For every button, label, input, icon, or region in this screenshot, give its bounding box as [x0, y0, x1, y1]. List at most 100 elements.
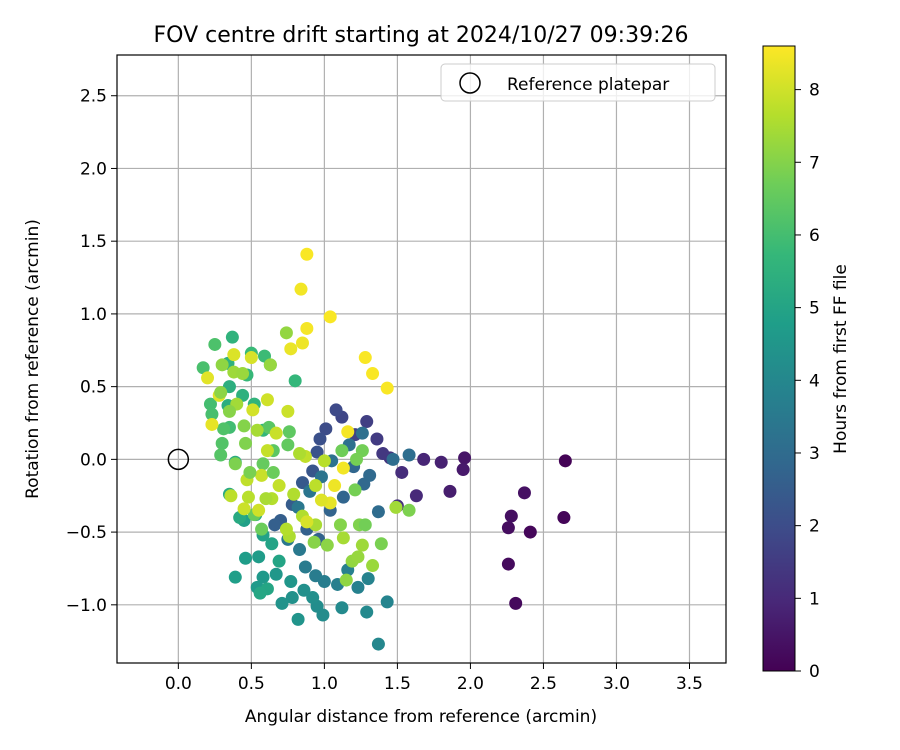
data-point [291, 612, 305, 626]
data-point [217, 422, 231, 436]
data-point [335, 444, 349, 458]
colorbar-tick-label: 8 [809, 81, 820, 101]
data-point [350, 452, 364, 466]
data-point [272, 479, 286, 493]
data-point [214, 385, 228, 399]
colorbar-ticks: 0 1 2 3 4 5 6 7 8 [795, 81, 820, 682]
data-point [358, 518, 372, 532]
colorbar-tick-label: 6 [809, 226, 820, 246]
data-point [434, 455, 448, 469]
data-point [557, 511, 571, 525]
data-point [501, 521, 515, 535]
data-point [253, 586, 267, 600]
data-point [366, 367, 380, 381]
data-point [523, 525, 537, 539]
data-point [360, 415, 374, 429]
data-point [252, 503, 266, 517]
data-point [281, 438, 295, 452]
data-point [456, 463, 470, 477]
data-point [300, 247, 314, 261]
x-tick-label: 0.5 [238, 674, 265, 694]
data-point [236, 367, 250, 381]
data-point [297, 583, 311, 597]
data-point [329, 403, 343, 417]
data-point [201, 371, 215, 385]
data-point [336, 461, 350, 475]
data-point [275, 596, 289, 610]
data-points [196, 247, 572, 651]
data-point [504, 509, 518, 523]
data-point [255, 468, 269, 482]
data-point [227, 348, 241, 362]
data-point [402, 503, 416, 517]
y-axis-ticks: −1.0 −0.5 0.0 0.5 1.0 1.5 2.0 2.5 [66, 87, 117, 616]
data-point [293, 543, 307, 557]
data-point [371, 637, 385, 651]
data-point [295, 476, 309, 490]
x-tick-label: 2.5 [530, 674, 557, 694]
data-point [282, 425, 296, 439]
data-point [252, 550, 266, 564]
colorbar-tick-label: 0 [809, 662, 820, 682]
data-point [260, 393, 274, 407]
data-point [380, 381, 394, 395]
colorbar-tick-label: 7 [809, 153, 820, 173]
colorbar-tick-label: 4 [809, 371, 820, 391]
data-point [293, 447, 307, 461]
data-point [259, 492, 273, 506]
data-point [241, 490, 255, 504]
data-point [335, 601, 349, 615]
data-point [298, 560, 312, 574]
data-point [205, 407, 219, 421]
data-point [196, 361, 210, 375]
data-point [224, 489, 238, 503]
data-point [268, 518, 282, 532]
legend: Reference platepar [440, 63, 716, 102]
data-point [458, 451, 472, 465]
y-tick-label: 2.0 [80, 159, 107, 179]
data-point [256, 570, 270, 584]
legend-entry-reference-platepar: Reference platepar [507, 75, 669, 95]
data-point [360, 605, 374, 619]
data-point [260, 444, 274, 458]
data-point [300, 515, 314, 529]
x-tick-label: 3.5 [676, 674, 703, 694]
data-point [355, 426, 369, 440]
data-point [284, 342, 298, 356]
data-point [386, 452, 400, 466]
data-point [361, 572, 375, 586]
data-point [266, 465, 280, 479]
data-point [371, 505, 385, 519]
data-point [294, 282, 308, 296]
data-point [228, 570, 242, 584]
data-point [341, 425, 355, 439]
data-point [336, 490, 350, 504]
data-point [288, 374, 302, 388]
grid-lines [117, 55, 726, 663]
data-point [336, 531, 350, 545]
data-point [333, 518, 347, 532]
data-point [281, 404, 295, 418]
data-point [250, 423, 264, 437]
data-point [558, 454, 572, 468]
x-tick-label: 3.0 [603, 674, 630, 694]
data-point [243, 465, 257, 479]
data-point [307, 535, 321, 549]
data-point [285, 591, 299, 605]
data-point [295, 336, 309, 350]
x-tick-label: 2.0 [457, 674, 484, 694]
data-point [328, 479, 342, 493]
data-point [309, 479, 323, 493]
colorbar-label: Hours from first FF file [831, 264, 851, 454]
data-point [319, 422, 333, 436]
legend-marker-icon [459, 72, 481, 94]
data-point [239, 436, 253, 450]
data-point [366, 559, 380, 573]
data-point [310, 445, 324, 459]
y-tick-label: 0.0 [80, 450, 107, 470]
legend-box [440, 63, 716, 102]
data-point [306, 591, 320, 605]
data-point [351, 550, 365, 564]
data-point [222, 404, 236, 418]
